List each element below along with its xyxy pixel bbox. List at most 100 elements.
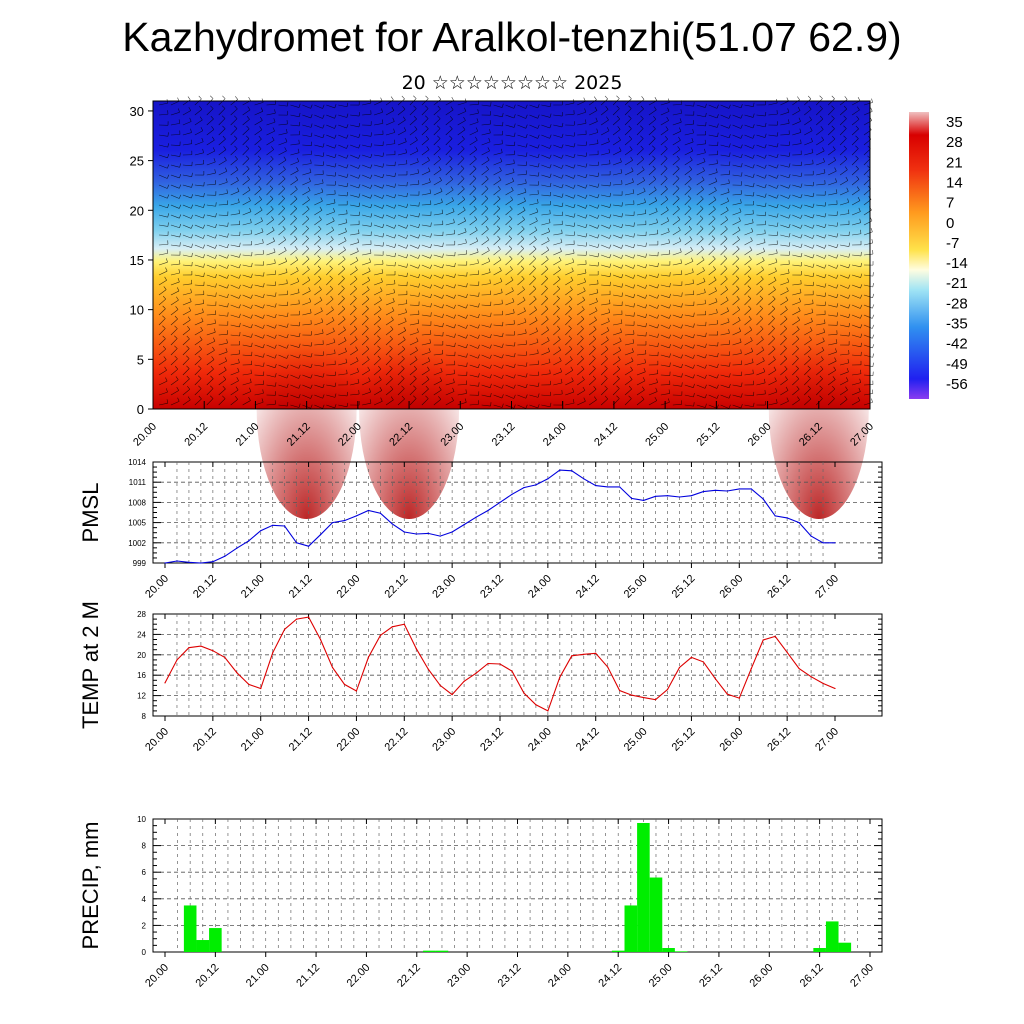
wind-barb-flag <box>796 335 800 340</box>
wind-barb <box>242 254 252 257</box>
wind-barb <box>493 324 503 327</box>
wind-barb <box>828 224 838 227</box>
wind-barb-flag <box>872 314 875 319</box>
wind-barb <box>684 218 692 226</box>
wind-barb-flag <box>740 104 743 108</box>
wind-barb <box>588 368 596 376</box>
wind-barb <box>409 98 417 106</box>
wind-barb-flag <box>477 363 480 368</box>
wind-barb <box>529 374 539 376</box>
y-axis-label: PMSL <box>78 483 103 543</box>
wind-barb <box>457 402 467 406</box>
wind-barb <box>433 314 443 318</box>
wind-barb-flag <box>641 96 645 100</box>
wind-barb-flag <box>844 396 848 400</box>
data-point <box>714 678 716 680</box>
wind-barb-flag <box>691 268 694 273</box>
wind-barb <box>816 224 825 228</box>
wind-barb <box>636 304 646 309</box>
wind-barb <box>397 321 407 326</box>
wind-barb-flag <box>728 179 730 184</box>
wind-barb-flag <box>547 237 550 241</box>
wind-barb-flag <box>549 113 552 118</box>
data-point <box>762 498 764 500</box>
wind-barb-flag <box>547 227 551 232</box>
wind-barb <box>601 254 610 259</box>
wind-barb-flag <box>740 404 743 409</box>
wind-barb-flag <box>572 258 575 263</box>
wind-barb <box>815 98 823 106</box>
wind-barb-flag <box>665 206 669 211</box>
wind-barb <box>182 164 192 167</box>
wind-barb-flag <box>441 198 443 203</box>
wind-barb-flag <box>691 257 694 262</box>
wind-barb <box>780 299 789 306</box>
wind-barb <box>445 354 455 357</box>
wind-barb-flag <box>378 306 382 310</box>
wind-barb <box>493 270 502 276</box>
wind-barb <box>254 148 262 156</box>
wind-barb-flag <box>333 208 336 213</box>
wind-barb <box>565 174 574 179</box>
wind-barb <box>385 283 396 286</box>
x-tick-label: 21.00 <box>244 962 272 990</box>
wind-barb <box>529 331 538 336</box>
wind-barb <box>600 378 608 386</box>
wind-barb-flag <box>764 184 767 189</box>
wind-barb <box>385 121 395 126</box>
wind-barb-flag <box>394 243 397 248</box>
wind-barb-flag <box>872 283 874 288</box>
wind-barb-flag <box>561 229 563 234</box>
wind-barb-flag <box>569 295 573 300</box>
wind-barb <box>553 194 563 198</box>
wind-barb <box>170 358 178 366</box>
wind-barb <box>553 134 563 138</box>
wind-barb-flag <box>368 267 371 272</box>
wind-barb <box>481 141 491 146</box>
wind-barb-flag <box>497 246 501 250</box>
wind-barb-flag <box>286 354 289 359</box>
wind-barb <box>613 204 623 207</box>
wind-barb <box>433 304 443 309</box>
wind-barb <box>840 244 850 247</box>
wind-barb-flag <box>418 223 421 228</box>
wind-barb-flag <box>537 134 540 139</box>
wind-barb <box>863 220 873 226</box>
wind-barb-flag <box>498 256 502 261</box>
wind-barb <box>278 304 288 307</box>
wind-barb <box>302 144 312 146</box>
wind-barb-flag <box>872 344 875 349</box>
wind-barb-flag <box>585 223 588 228</box>
wind-barb <box>254 284 264 288</box>
wind-barb <box>433 371 443 376</box>
wind-barb <box>170 234 180 238</box>
wind-barb-flag <box>532 255 537 259</box>
wind-barb <box>732 174 742 177</box>
wind-barb-flag <box>298 364 301 369</box>
wind-barb <box>481 228 489 236</box>
wind-barb-flag <box>836 254 839 259</box>
wind-barb-flag <box>310 374 313 379</box>
wind-barb-flag <box>370 132 372 137</box>
wind-barb-flag <box>715 177 718 182</box>
wind-barb <box>242 109 251 116</box>
wind-barb <box>242 138 250 146</box>
wind-barb-flag <box>654 197 658 201</box>
wind-barb <box>720 134 730 139</box>
wind-barb <box>338 231 347 236</box>
data-point <box>822 682 824 684</box>
wind-barb <box>792 399 800 406</box>
wind-barb-flag <box>786 397 789 402</box>
wind-barb <box>362 380 371 386</box>
wind-barb <box>601 234 610 239</box>
wind-barb-flag <box>222 125 226 129</box>
wind-barb-flag <box>724 265 728 269</box>
wind-barb <box>469 251 479 256</box>
wind-barb-flag <box>413 105 417 109</box>
wind-barb-flag <box>215 202 217 207</box>
wind-barb <box>816 244 825 249</box>
wind-barb <box>481 283 491 286</box>
data-point <box>403 623 405 625</box>
wind-barb-flag <box>632 339 635 344</box>
